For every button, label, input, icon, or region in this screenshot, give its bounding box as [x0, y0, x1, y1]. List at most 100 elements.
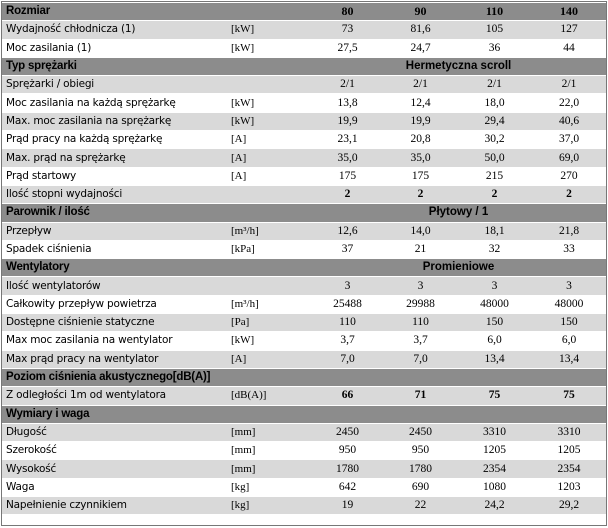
section-header-row: Wymiary i waga [2, 404, 606, 424]
spec-value: 2/1 [311, 75, 384, 94]
spec-value: 3 [532, 276, 606, 296]
spec-value: 7,0 [311, 349, 384, 369]
spec-unit: [Pa] [227, 313, 311, 332]
spec-value: 20,8 [384, 130, 457, 149]
spec-value: 3310 [532, 422, 606, 442]
spec-value: 32 [457, 239, 532, 259]
spec-value: 2450 [311, 422, 384, 442]
spec-row: Całkowity przepływ powietrza [m³/h] 25488 2… [2, 294, 606, 314]
spec-value: 19 [311, 496, 384, 515]
spec-label: Max. prąd na sprężarkę [2, 148, 227, 168]
spec-value: 2 [384, 184, 457, 204]
spec-value: 48000 [532, 294, 606, 314]
size-header-140: 140 [532, 2, 606, 21]
spec-value: 950 [384, 441, 457, 460]
section-header-row: Wentylatory Promieniowe [2, 258, 606, 277]
spec-value: 1780 [384, 459, 457, 479]
spec-unit: [mm] [227, 459, 311, 479]
spec-unit: [kW] [227, 20, 311, 40]
spec-unit: [mm] [227, 422, 311, 442]
spec-value: 2354 [457, 459, 532, 479]
spec-value: 21,8 [532, 221, 606, 241]
spec-value: 13,4 [532, 349, 606, 369]
spec-unit: [A] [227, 349, 311, 369]
spec-unit: [kW] [227, 38, 311, 58]
spec-value: 40,6 [532, 111, 606, 131]
section-title: Wentylatory [2, 258, 311, 277]
size-header-label: Rozmiar [2, 2, 227, 21]
spec-row: Prąd startowy [A] 175 175 215 270 [2, 166, 606, 186]
section-header-row: Parownik / ilość Płytowy / 1 [2, 203, 606, 223]
spec-value: 66 [311, 386, 384, 406]
spec-value: 1205 [457, 441, 532, 460]
spec-label: Szerokość [2, 441, 227, 460]
spec-label: Całkowity przepływ powietrza [2, 294, 227, 314]
spec-row: Wydajność chłodnicza (1) [kW] 73 81,6 105 127 [2, 20, 606, 40]
spec-row: Wysokość [mm] 1780 1780 2354 2354 [2, 459, 606, 479]
spec-unit: [A] [227, 166, 311, 186]
spec-row: Z odległości 1m od wentylatora [dB(A)] 66 7… [2, 386, 606, 406]
spec-label: Moc zasilania (1) [2, 38, 227, 58]
spec-value: 175 [384, 166, 457, 186]
spec-value: 13,4 [457, 349, 532, 369]
section-header-row: Typ sprężarki Hermetyczna scroll [2, 56, 606, 76]
spec-unit: [kg] [227, 496, 311, 515]
spec-label: Długość [2, 422, 227, 442]
spec-value: 3,7 [311, 331, 384, 351]
spec-row: Ilość wentylatorów 3 3 3 3 [2, 276, 606, 296]
spec-value: 37 [311, 239, 384, 259]
section-title: Poziom ciśnienia akustycznego[dB(A)] [2, 367, 606, 387]
spec-unit: [m³/h] [227, 221, 311, 241]
spec-value: 270 [532, 166, 606, 186]
spec-label: Prąd pracy na każdą sprężarkę [2, 130, 227, 149]
spec-row: Max. prąd na sprężarkę [A] 35,0 35,0 50,0 69,… [2, 148, 606, 168]
spec-unit: [kW] [227, 93, 311, 113]
spec-row: Prąd pracy na każdą sprężarkę [A] 23,1 20,8… [2, 130, 606, 149]
spec-label: Sprężarki / obiegi [2, 75, 227, 94]
spec-value: 3 [457, 276, 532, 296]
spec-value: 6,0 [532, 331, 606, 351]
spec-value: 21 [384, 239, 457, 259]
spec-unit: [A] [227, 148, 311, 168]
spec-label: Dostępne ciśnienie statyczne [2, 313, 227, 332]
spec-label: Ilość wentylatorów [2, 276, 227, 296]
spec-value: 13,8 [311, 93, 384, 113]
size-header-90: 90 [384, 2, 457, 21]
spec-value: 950 [311, 441, 384, 460]
spec-value: 3,7 [384, 331, 457, 351]
spec-value: 2 [457, 184, 532, 204]
spec-value: 29,2 [532, 496, 606, 515]
spec-unit: [dB(A)] [227, 386, 311, 406]
spec-value: 37,0 [532, 130, 606, 149]
spec-value: 25488 [311, 294, 384, 314]
spec-value: 3 [311, 276, 384, 296]
spec-value: 175 [311, 166, 384, 186]
spec-row: Moc zasilania (1) [kW] 27,5 24,7 36 44 [2, 38, 606, 58]
spec-value: 2 [311, 184, 384, 204]
spec-value: 18,0 [457, 93, 532, 113]
spec-row: Max prąd pracy na wentylator [A] 7,0 7,0 13,… [2, 349, 606, 369]
size-header-80: 80 [311, 2, 384, 21]
spec-row: Długość [mm] 2450 2450 3310 3310 [2, 422, 606, 442]
spec-value: 3 [384, 276, 457, 296]
spec-unit: [kW] [227, 111, 311, 131]
spec-value: 2/1 [384, 75, 457, 94]
spec-value: 73 [311, 20, 384, 40]
spec-label: Napełnienie czynnikiem [2, 496, 227, 515]
spec-value: 81,6 [384, 20, 457, 40]
spec-value: 1780 [311, 459, 384, 479]
spec-value: 23,1 [311, 130, 384, 149]
spec-row: Szerokość [mm] 950 950 1205 1205 [2, 441, 606, 460]
spec-value: 48000 [457, 294, 532, 314]
spec-table-body: Rozmiar 80 90 110 140 Wydajność chłodnic… [2, 2, 606, 515]
spec-value: 7,0 [384, 349, 457, 369]
spec-row: Max moc zasilania na wentylator [kW] 3,7 3,… [2, 331, 606, 351]
spec-value: 69,0 [532, 148, 606, 168]
spec-unit: [kW] [227, 331, 311, 351]
spec-row: Max. moc zasilania na sprężarkę [kW] 19,9 1… [2, 111, 606, 131]
spec-unit: [mm] [227, 441, 311, 460]
spec-value: 27,5 [311, 38, 384, 58]
spec-value: 1080 [457, 477, 532, 497]
spec-value: 44 [532, 38, 606, 58]
spec-value: 22 [384, 496, 457, 515]
